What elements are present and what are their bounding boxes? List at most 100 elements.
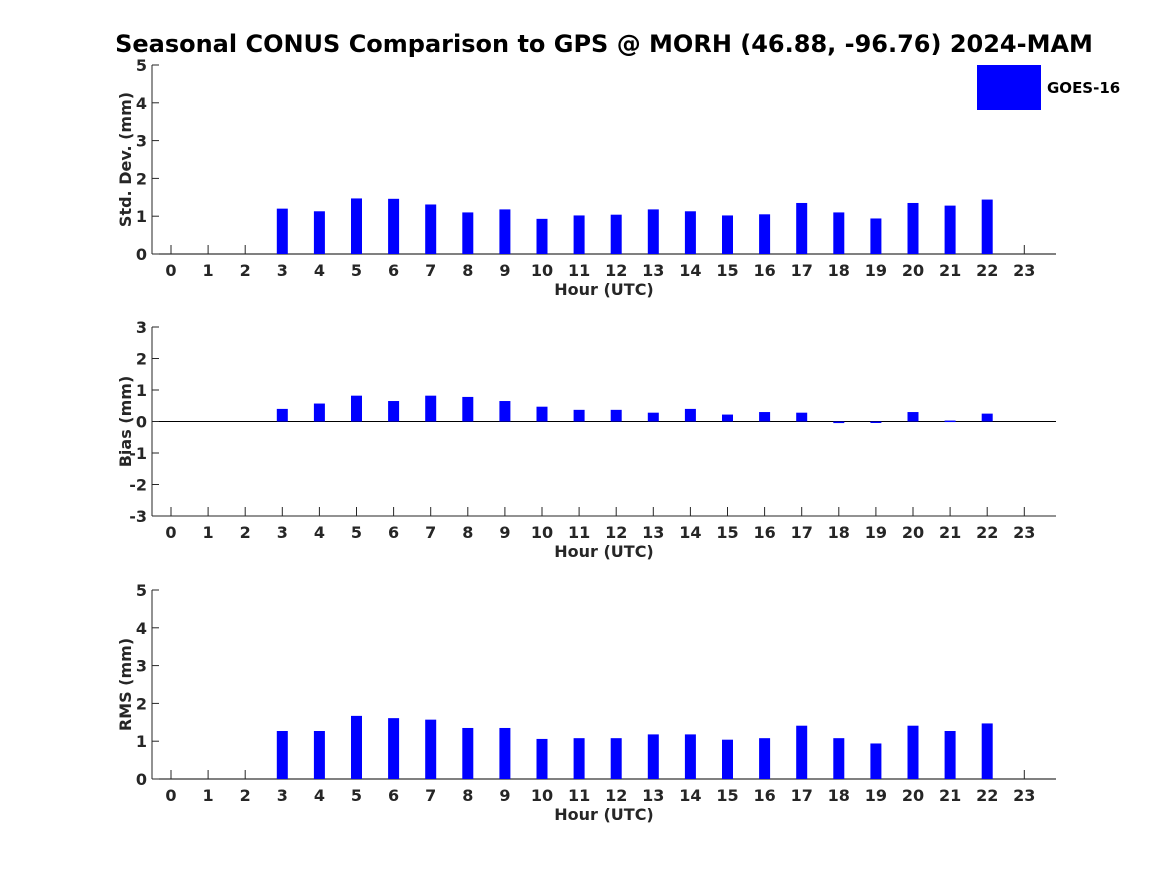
bar-hour-10 bbox=[536, 218, 548, 254]
x-tick-label: 1 bbox=[203, 261, 214, 280]
x-tick-label: 17 bbox=[791, 523, 813, 542]
bar-hour-14 bbox=[684, 734, 696, 779]
bar-hour-20 bbox=[907, 202, 919, 254]
x-tick-label: 5 bbox=[351, 261, 362, 280]
bar-hour-18 bbox=[833, 421, 845, 424]
x-tick-label: 6 bbox=[388, 786, 399, 805]
bar-hour-16 bbox=[759, 214, 771, 254]
bar-hour-5 bbox=[351, 198, 362, 254]
x-tick-label: 16 bbox=[753, 786, 775, 805]
x-tick-label: 18 bbox=[828, 523, 850, 542]
x-tick-label: 8 bbox=[462, 261, 473, 280]
x-tick-label: 4 bbox=[314, 261, 325, 280]
x-tick-label: 19 bbox=[865, 523, 887, 542]
x-tick-label: 4 bbox=[314, 786, 325, 805]
bar-hour-21 bbox=[944, 420, 956, 423]
bar-hour-13 bbox=[647, 209, 659, 254]
bar-hour-4 bbox=[313, 730, 325, 779]
y-tick-label: 0 bbox=[136, 413, 147, 432]
x-tick-label: 7 bbox=[425, 261, 436, 280]
bar-hour-18 bbox=[833, 212, 845, 254]
bar-hour-17 bbox=[796, 412, 808, 422]
x-tick-label: 15 bbox=[716, 261, 738, 280]
x-tick-label: 19 bbox=[865, 261, 887, 280]
bar-hour-13 bbox=[647, 734, 659, 779]
x-tick-label: 14 bbox=[679, 786, 701, 805]
x-axis-label: Hour (UTC) bbox=[554, 805, 654, 824]
x-tick-label: 15 bbox=[716, 786, 738, 805]
x-tick-label: 21 bbox=[939, 261, 961, 280]
x-tick-label: 0 bbox=[165, 523, 176, 542]
x-tick-label: 6 bbox=[388, 261, 399, 280]
bar-hour-22 bbox=[981, 413, 993, 422]
bar-hour-17 bbox=[796, 202, 808, 254]
x-tick-label: 10 bbox=[531, 261, 553, 280]
bar-hour-3 bbox=[276, 408, 288, 422]
x-tick-label: 12 bbox=[605, 786, 627, 805]
y-tick-label: 0 bbox=[136, 245, 147, 264]
x-tick-label: 9 bbox=[499, 523, 510, 542]
x-tick-label: 4 bbox=[314, 523, 325, 542]
x-tick-label: 10 bbox=[531, 786, 553, 805]
y-tick-label: 5 bbox=[136, 581, 147, 600]
bar-hour-6 bbox=[388, 401, 400, 422]
bar-hour-22 bbox=[981, 199, 993, 254]
bar-hour-12 bbox=[610, 214, 622, 254]
x-tick-label: 8 bbox=[462, 523, 473, 542]
y-tick-label: 2 bbox=[136, 169, 147, 188]
bar-hour-16 bbox=[759, 412, 771, 422]
x-tick-label: 14 bbox=[679, 261, 701, 280]
y-tick-label: 4 bbox=[136, 619, 147, 638]
y-tick-label: 1 bbox=[136, 732, 147, 751]
x-tick-label: 0 bbox=[165, 261, 176, 280]
bar-hour-17 bbox=[796, 725, 808, 779]
x-axis-label: Hour (UTC) bbox=[554, 280, 654, 299]
chart-title: Seasonal CONUS Comparison to GPS @ MORH … bbox=[115, 30, 1093, 58]
x-tick-label: 20 bbox=[902, 261, 924, 280]
x-tick-label: 13 bbox=[642, 786, 664, 805]
bar-hour-19 bbox=[870, 421, 882, 423]
bar-hour-20 bbox=[907, 725, 919, 779]
x-tick-label: 1 bbox=[203, 786, 214, 805]
bar-hour-7 bbox=[425, 719, 437, 779]
y-tick-label: -2 bbox=[129, 476, 147, 495]
y-tick-label: 1 bbox=[136, 381, 147, 400]
legend-label: GOES-16 bbox=[1047, 79, 1120, 97]
x-tick-label: 10 bbox=[531, 523, 553, 542]
x-tick-label: 1 bbox=[203, 523, 214, 542]
bar-hour-5 bbox=[351, 715, 362, 779]
x-tick-label: 12 bbox=[605, 261, 627, 280]
x-tick-label: 3 bbox=[277, 261, 288, 280]
bar-hour-16 bbox=[759, 738, 771, 779]
bar-hour-6 bbox=[388, 718, 400, 779]
x-tick-label: 21 bbox=[939, 786, 961, 805]
bar-hour-14 bbox=[684, 408, 696, 422]
bar-hour-11 bbox=[573, 409, 585, 422]
x-tick-label: 23 bbox=[1013, 261, 1035, 280]
x-tick-label: 9 bbox=[499, 786, 510, 805]
bar-hour-10 bbox=[536, 406, 548, 422]
x-tick-label: 5 bbox=[351, 786, 362, 805]
x-tick-label: 16 bbox=[753, 261, 775, 280]
bar-hour-15 bbox=[722, 215, 733, 254]
y-tick-label: 0 bbox=[136, 770, 147, 789]
y-tick-label: 5 bbox=[136, 56, 147, 75]
bar-hour-15 bbox=[722, 414, 733, 422]
bar-hour-7 bbox=[425, 204, 437, 254]
x-tick-label: 2 bbox=[240, 786, 251, 805]
x-tick-label: 20 bbox=[902, 786, 924, 805]
y-tick-label: -1 bbox=[129, 444, 147, 463]
x-tick-label: 18 bbox=[828, 261, 850, 280]
bar-hour-3 bbox=[276, 208, 288, 254]
bar-hour-13 bbox=[647, 412, 659, 422]
x-tick-label: 0 bbox=[165, 786, 176, 805]
x-tick-label: 11 bbox=[568, 786, 590, 805]
bar-hour-19 bbox=[870, 218, 882, 254]
x-tick-label: 3 bbox=[277, 523, 288, 542]
bar-hour-12 bbox=[610, 738, 622, 779]
bar-hour-10 bbox=[536, 738, 548, 779]
y-tick-label: -3 bbox=[129, 507, 147, 526]
